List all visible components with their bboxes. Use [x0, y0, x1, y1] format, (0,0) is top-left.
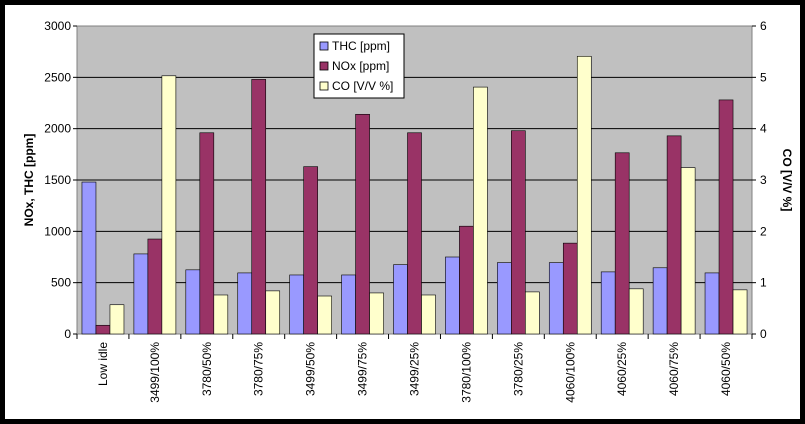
y2-tick-label: 0	[760, 327, 767, 341]
bar-co	[213, 294, 229, 335]
legend-label: NOx [ppm]	[332, 59, 389, 73]
bar-thc	[600, 271, 616, 335]
bar-nox	[614, 152, 630, 335]
legend-label: CO [V/V %]	[332, 79, 393, 93]
x-tick-label: 3780/50%	[200, 342, 214, 396]
y2-tick-label: 4	[760, 122, 767, 136]
bar-co	[628, 288, 644, 335]
bar-thc	[393, 264, 408, 335]
y-axis-left-ticks: 0 500 1000 1500 2000 2500 3000	[44, 19, 77, 341]
bar-co	[109, 304, 125, 335]
bar-thc	[548, 262, 564, 335]
bar-thc	[133, 253, 149, 335]
y-axis-right-ticks: 0 1 2 3 4 5 6	[752, 19, 767, 341]
bar-nox	[303, 166, 318, 335]
x-axis-ticks: Low idle 3499/100% 3780/50% 3780/75% 3499/50…	[76, 334, 753, 403]
x-tick-label: 4060/50%	[719, 342, 733, 396]
bar-co	[473, 86, 488, 335]
y-axis-right-title: CO [V/V %]	[780, 149, 794, 212]
bar-thc	[81, 181, 97, 335]
bar-thc	[652, 267, 668, 335]
bar-co	[265, 290, 281, 335]
bar-nox	[511, 130, 526, 335]
bar-nox	[459, 225, 474, 335]
y2-tick-label: 2	[760, 224, 767, 238]
legend-swatch	[319, 61, 329, 71]
bar-co	[317, 295, 332, 335]
y2-tick-label: 6	[760, 19, 767, 33]
bars	[81, 55, 748, 335]
x-tick-label: 3499/75%	[356, 342, 370, 396]
x-tick-label: 3780/25%	[511, 342, 525, 396]
x-tick-label: 3780/100%	[459, 342, 473, 403]
x-tick-label: 3499/25%	[408, 342, 422, 396]
y-tick-label: 0	[64, 327, 71, 341]
y-tick-label: 2500	[44, 70, 71, 84]
x-tick-label: 4060/25%	[615, 342, 629, 396]
y-tick-label: 3000	[44, 19, 71, 33]
bar-co	[680, 167, 696, 335]
bar-thc	[704, 272, 720, 335]
bar-co	[369, 292, 384, 335]
x-tick-label: Low idle	[96, 342, 110, 386]
bar-nox	[355, 113, 370, 335]
bar-thc	[497, 262, 512, 335]
bar-thc	[237, 272, 253, 335]
bar-thc	[289, 274, 304, 335]
bar-co	[525, 291, 540, 335]
bar-nox	[407, 132, 422, 335]
legend-swatch	[319, 81, 329, 91]
bar-co	[576, 55, 592, 335]
legend-box	[313, 33, 405, 99]
legend-label: THC [ppm]	[332, 39, 390, 53]
legend-swatch	[319, 41, 329, 51]
x-tick-label: 4060/100%	[563, 342, 577, 403]
y-tick-label: 2000	[44, 122, 71, 136]
bar-thc	[185, 269, 201, 335]
bar-thc	[341, 274, 356, 335]
legend: THC [ppm] NOx [ppm] CO [V/V %]	[313, 33, 405, 99]
bar-thc	[445, 256, 460, 335]
bar-nox	[251, 79, 267, 335]
x-tick-label: 4060/75%	[667, 342, 681, 396]
bar-nox	[562, 242, 578, 335]
y2-tick-label: 3	[760, 173, 767, 187]
bar-co	[421, 294, 436, 335]
bar-co	[161, 75, 177, 335]
x-tick-label: 3780/75%	[252, 342, 266, 396]
y2-tick-label: 5	[760, 70, 767, 84]
y2-tick-label: 1	[760, 276, 767, 290]
x-tick-label: 3499/50%	[304, 342, 318, 396]
bar-co	[732, 289, 748, 335]
bar-nox	[95, 324, 111, 335]
y-tick-label: 1000	[44, 224, 71, 238]
bar-nox	[718, 99, 734, 335]
y-tick-label: 500	[51, 276, 71, 290]
bar-nox	[147, 238, 163, 335]
y-axis-left-title: NOx, THC [ppm]	[22, 134, 36, 227]
x-tick-label: 3499/100%	[148, 342, 162, 403]
y-tick-label: 1500	[44, 173, 71, 187]
bar-nox	[666, 135, 682, 335]
bar-nox	[199, 132, 215, 335]
